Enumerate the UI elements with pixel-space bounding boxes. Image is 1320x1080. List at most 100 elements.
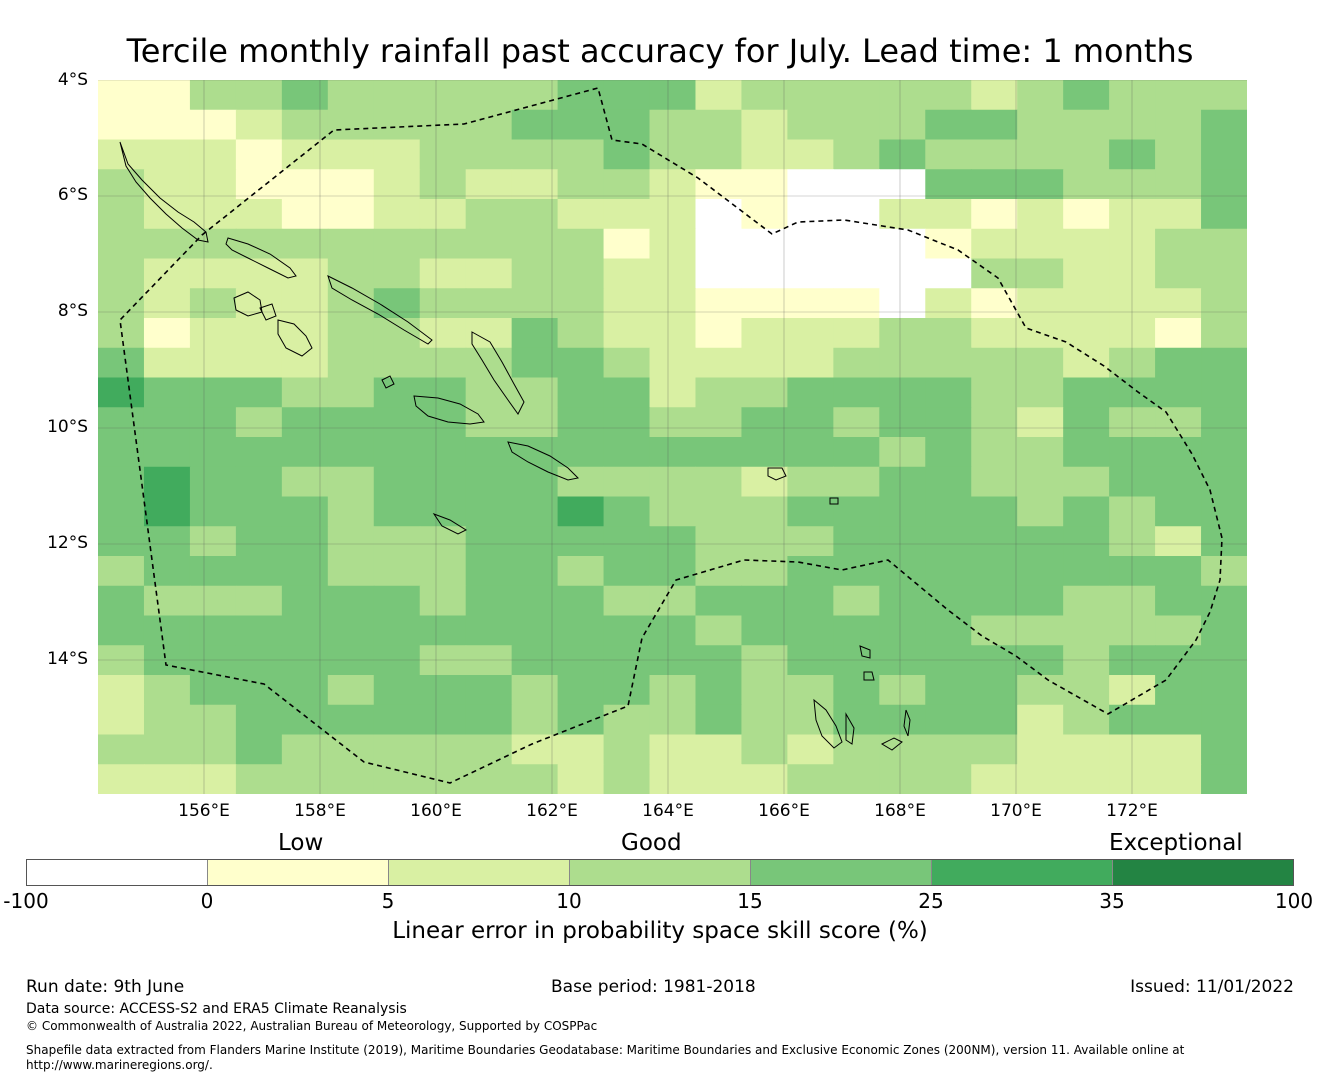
grid-cell: [925, 734, 972, 765]
grid-cell: [327, 704, 375, 736]
grid-cell: [465, 80, 513, 111]
grid-cell: [511, 288, 559, 319]
grid-cell: [373, 437, 421, 468]
grid-cell: [98, 526, 145, 557]
grid-cell: [649, 585, 697, 617]
grid-cell: [879, 704, 926, 736]
grid-cell: [1201, 199, 1247, 230]
grid-cell: [373, 675, 421, 706]
grid-cell: [1155, 556, 1202, 587]
grid-cell: [465, 347, 513, 379]
grid-cell: [695, 466, 743, 498]
grid-cell: [143, 377, 191, 408]
grid-cell: [787, 645, 834, 676]
grid-cell: [695, 347, 743, 379]
grid-cell: [143, 139, 191, 170]
lon-label: 162°E: [526, 801, 578, 821]
grid-cell: [327, 80, 375, 111]
grid-cell: [649, 615, 697, 646]
grid-cell: [143, 80, 191, 111]
grid-cell: [557, 437, 605, 468]
grid-cell: [189, 288, 237, 319]
grid-cell: [327, 407, 375, 438]
lon-label: 156°E: [178, 801, 230, 821]
grid-cell: [1063, 199, 1110, 230]
grid-cell: [879, 377, 926, 408]
grid-cell: [1201, 466, 1247, 498]
grid-cell: [557, 556, 605, 587]
grid-cell: [557, 318, 605, 349]
grid-cell: [327, 318, 375, 349]
grid-cell: [511, 556, 559, 587]
grid-cell: [741, 199, 788, 230]
grid-cell: [879, 318, 926, 349]
grid-cell: [143, 645, 191, 676]
grid-cell: [603, 288, 651, 319]
grid-cell: [879, 139, 926, 170]
lon-label: 164°E: [642, 801, 694, 821]
grid-cell: [833, 169, 880, 200]
grid-cell: [419, 645, 467, 676]
grid-cell: [419, 556, 467, 587]
grid-cell: [925, 585, 972, 617]
grid-cell: [833, 437, 880, 468]
grid-cell: [1201, 675, 1247, 706]
new-caledonia-fragment-coastline: [880, 737, 903, 751]
grid-cell: [741, 645, 788, 676]
grid-cell: [1063, 347, 1110, 379]
grid-cell: [1017, 347, 1064, 379]
grid-cell: [833, 139, 880, 170]
colorbar-tick: 10: [556, 889, 582, 913]
grid-cell: [833, 466, 880, 498]
grid-cell: [603, 585, 651, 617]
grid-cell: [1155, 764, 1202, 794]
grid-cell: [327, 437, 375, 468]
grid-cell: [98, 377, 145, 408]
grid-cell: [603, 645, 651, 676]
data-source: Data source: ACCESS-S2 and ERA5 Climate …: [26, 1001, 407, 1017]
grid-cell: [833, 556, 880, 587]
grid-cell: [465, 734, 513, 765]
grid-cell: [971, 318, 1018, 349]
grid-cell: [465, 139, 513, 170]
grid-cell: [1017, 526, 1064, 557]
grid-cell: [189, 556, 237, 587]
grid-cell: [235, 109, 283, 141]
grid-cell: [1017, 704, 1064, 736]
grid-cell: [603, 169, 651, 200]
grid-cell: [1201, 169, 1247, 200]
grid-cell: [603, 258, 651, 289]
grid-cell: [1109, 734, 1156, 765]
grid-cell: [465, 109, 513, 141]
grid-cell: [235, 80, 283, 111]
grid-cell: [833, 407, 880, 438]
grid-cell: [373, 496, 421, 527]
grid-cell: [143, 109, 191, 141]
grid-cell: [511, 109, 559, 141]
grid-cell: [971, 109, 1018, 141]
grid-cell: [1109, 764, 1156, 794]
grid-cell: [373, 80, 421, 111]
grid-cell: [557, 675, 605, 706]
lon-label: 172°E: [1106, 801, 1158, 821]
grid-cell: [925, 169, 972, 200]
grid-cell: [649, 139, 697, 170]
grid-cell: [925, 556, 972, 587]
grid-cell: [833, 526, 880, 557]
santa-isabel-coastline: [327, 275, 433, 345]
grid-cell: [373, 139, 421, 170]
grid-cell: [281, 80, 329, 111]
grid-cell: [419, 734, 467, 765]
grid-cell: [143, 437, 191, 468]
grid-cell: [281, 228, 329, 260]
skill-grid-cells: [98, 80, 1247, 794]
grid-cell: [1109, 704, 1156, 736]
grid-cell: [327, 556, 375, 587]
grid-cell: [511, 139, 559, 170]
grid-cell: [1017, 377, 1064, 408]
grid-cell: [1109, 228, 1156, 260]
grid-cell: [1017, 645, 1064, 676]
grid-cell: [511, 466, 559, 498]
grid-cell: [511, 228, 559, 260]
grid-cell: [1063, 258, 1110, 289]
